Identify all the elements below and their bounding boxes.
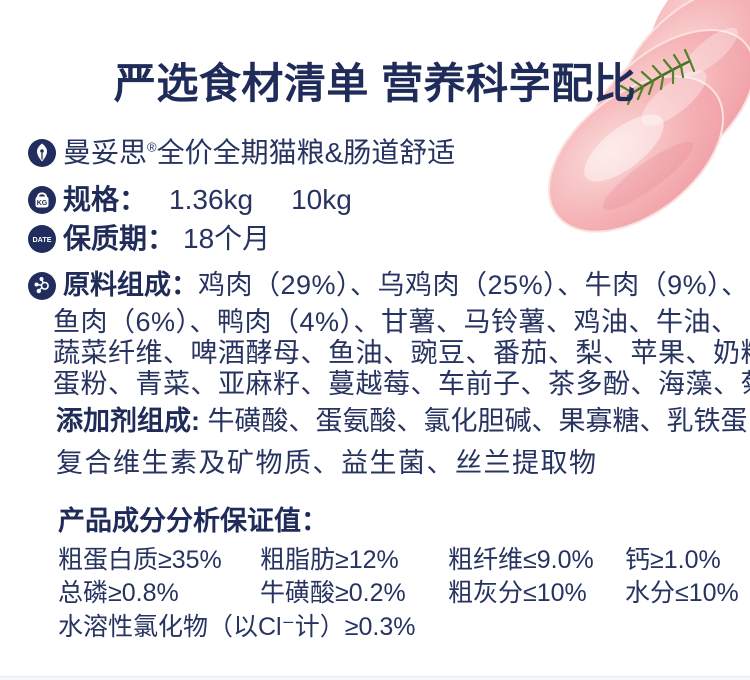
analysis-cell-phosphorus: 总磷≥0.8% xyxy=(58,579,179,607)
shelf-life-row: DATE 保质期： 18个月 xyxy=(28,223,270,255)
product-name: 曼妥思®全价全期猫粮&肠道舒适 xyxy=(63,137,455,169)
additives-label: 添加剂组成: xyxy=(56,406,200,436)
additives-section: 添加剂组成: 牛磺酸、蛋氨酸、氯化胆碱、果寡糖、乳铁蛋白、 复合维生素及矿物质、… xyxy=(56,406,750,479)
product-name-suffix: 全价全期猫粮&肠道舒适 xyxy=(156,137,456,168)
analysis-cell-crude-fat: 粗脂肪≥12% xyxy=(260,546,399,574)
shelf-life-label: 保质期： xyxy=(63,223,176,254)
product-name-row: 曼妥思®全价全期猫粮&肠道舒适 xyxy=(28,137,455,169)
ingredients-items-3: 蔬菜纤维、啤酒酵母、鱼油、豌豆、番茄、梨、苹果、奶粉、 xyxy=(53,338,750,368)
analysis-grid: 粗蛋白质≥35% 粗脂肪≥12% 粗纤维≤9.0% 钙≥1.0% 总磷≥0.8%… xyxy=(58,546,739,608)
analysis-title: 产品成分分析保证值： xyxy=(58,506,328,536)
analysis-cell-moisture: 水分≤10% xyxy=(625,579,739,607)
weight-kg-icon: KG xyxy=(28,186,56,214)
brand-name: 曼妥思 xyxy=(63,137,148,168)
meat-fillets xyxy=(547,0,750,233)
spec-value-large: 10kg xyxy=(291,184,352,215)
ingredients-items-4: 蛋粉、青菜、亚麻籽、蔓越莓、车前子、茶多酚、海藻、菊苣 xyxy=(53,369,750,399)
shelf-life-value: 18个月 xyxy=(183,223,271,254)
ingredients-line-1: 原料组成：鸡肉（29%）、乌鸡肉（25%）、牛肉（9%）、 xyxy=(28,270,750,301)
analysis-cell-crude-protein: 粗蛋白质≥35% xyxy=(58,546,222,574)
section-divider xyxy=(0,676,750,680)
spec-value-small: 1.36kg xyxy=(169,184,254,215)
ingredients-label: 原料组成： xyxy=(63,270,198,300)
ingredients-items-1: 鸡肉（29%）、乌鸡肉（25%）、牛肉（9%）、 xyxy=(198,270,749,300)
guaranteed-analysis-section: 产品成分分析保证值： 粗蛋白质≥35% 粗脂肪≥12% 粗纤维≤9.0% 钙≥1… xyxy=(58,506,739,642)
ingredients-section: 原料组成：鸡肉（29%）、乌鸡肉（25%）、牛肉（9%）、 鱼肉（6%）、鸭肉（… xyxy=(28,270,750,400)
rosemary-sprig xyxy=(619,48,696,106)
svg-text:KG: KG xyxy=(37,200,48,207)
molecule-icon xyxy=(28,272,56,300)
ingredients-text: 原料组成：鸡肉（29%）、乌鸡肉（25%）、牛肉（9%）、 xyxy=(63,270,749,301)
analysis-cell-crude-ash: 粗灰分≤10% xyxy=(448,579,587,607)
additives-items-1: 牛磺酸、蛋氨酸、氯化胆碱、果寡糖、乳铁蛋白、 xyxy=(207,406,750,436)
spec-row: KG 规格： 1.36kg 10kg xyxy=(28,184,352,216)
analysis-cell-calcium: 钙≥1.0% xyxy=(625,546,721,574)
additives-line-1: 添加剂组成: 牛磺酸、蛋氨酸、氯化胆碱、果寡糖、乳铁蛋白、 xyxy=(56,406,750,437)
analysis-cell-taurine: 牛磺酸≥0.2% xyxy=(260,579,406,607)
date-icon: DATE xyxy=(28,225,56,253)
page-title: 严选食材清单 营养科学配比 xyxy=(113,60,637,107)
analysis-chloride-note: 水溶性氯化物（以Cl⁻计）≥0.3% xyxy=(58,613,416,641)
analysis-cell-crude-fiber: 粗纤维≤9.0% xyxy=(448,546,594,574)
raw-meat-photo xyxy=(547,0,750,233)
additives-items-2: 复合维生素及矿物质、益生菌、丝兰提取物 xyxy=(56,448,598,478)
svg-text:DATE: DATE xyxy=(32,235,51,244)
spec-label: 规格： xyxy=(63,184,148,215)
registered-trademark: ® xyxy=(147,139,157,155)
ingredients-items-2: 鱼肉（6%）、鸭肉（4%）、甘薯、马铃薯、鸡油、牛油、 xyxy=(53,307,739,337)
pen-nib-icon xyxy=(28,139,56,167)
